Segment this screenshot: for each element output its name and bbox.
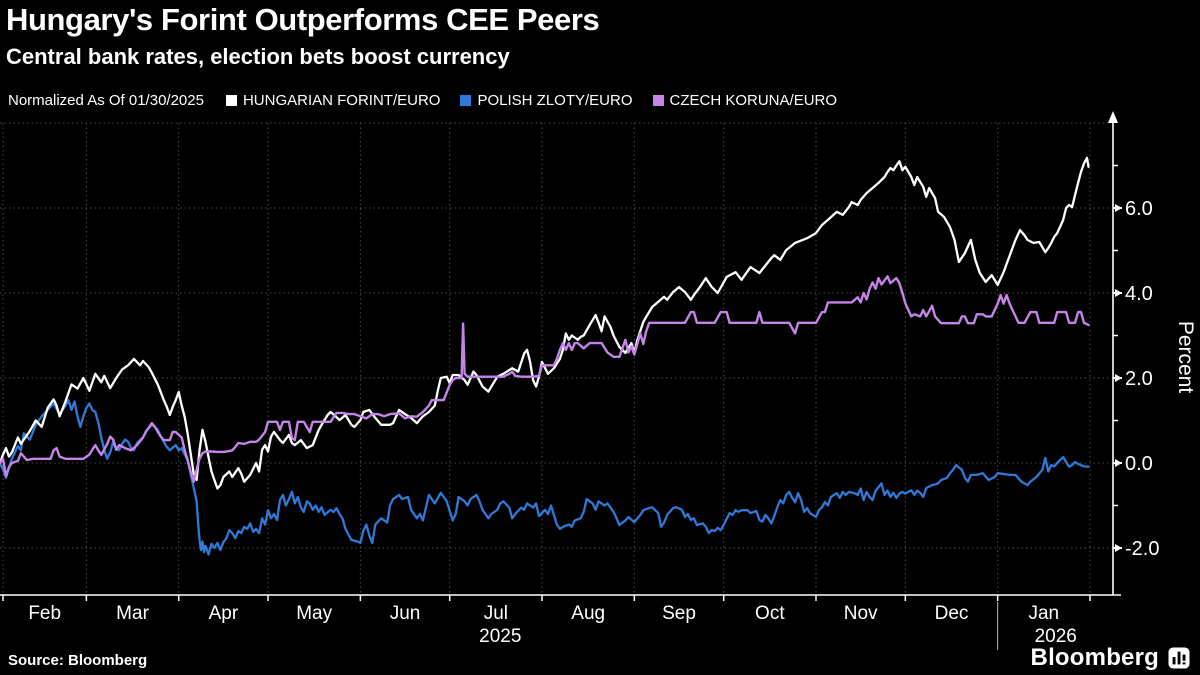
svg-text:2.0: 2.0	[1125, 368, 1153, 390]
svg-text:Jun: Jun	[390, 603, 421, 624]
legend-chip-pln-icon	[460, 95, 472, 106]
bloomberg-logo-icon	[1168, 647, 1190, 669]
svg-text:Oct: Oct	[755, 603, 785, 624]
svg-text:Nov: Nov	[844, 603, 878, 624]
legend-item-huf: HUNGARIAN FORINT/EURO	[225, 92, 441, 109]
svg-text:Jul: Jul	[484, 603, 508, 624]
svg-text:Dec: Dec	[935, 603, 969, 624]
svg-text:Mar: Mar	[116, 603, 149, 624]
svg-text:4.0: 4.0	[1125, 283, 1153, 305]
legend-label-czk: CZECH KORUNA/EURO	[669, 92, 838, 109]
source-attribution: Source: Bloomberg	[8, 652, 148, 669]
svg-text:May: May	[296, 603, 332, 624]
legend-item-czk: CZECH KORUNA/EURO	[652, 92, 838, 109]
chart-legend: Normalized As Of 01/30/2025 HUNGARIAN FO…	[8, 92, 857, 109]
legend-chip-czk-icon	[652, 95, 664, 106]
svg-text:Jan: Jan	[1028, 603, 1059, 624]
legend-label-huf: HUNGARIAN FORINT/EURO	[242, 92, 441, 109]
bloomberg-logo: Bloomberg	[1031, 644, 1190, 672]
svg-text:-2.0: -2.0	[1125, 538, 1159, 560]
page-title: Hungary's Forint Outperforms CEE Peers	[6, 2, 600, 37]
svg-text:Apr: Apr	[209, 603, 239, 624]
svg-text:Sep: Sep	[662, 603, 696, 624]
legend-chip-huf-icon	[225, 95, 237, 106]
svg-text:2025: 2025	[479, 626, 521, 647]
svg-text:0.0: 0.0	[1125, 453, 1153, 475]
bloomberg-logo-text: Bloomberg	[1030, 644, 1159, 671]
legend-note: Normalized As Of 01/30/2025	[8, 92, 204, 109]
page-subtitle: Central bank rates, election bets boost …	[6, 44, 510, 69]
legend-label-pln: POLISH ZLOTY/EURO	[477, 92, 633, 109]
legend-item-pln: POLISH ZLOTY/EURO	[460, 92, 633, 109]
svg-text:6.0: 6.0	[1125, 198, 1153, 220]
svg-text:Percent: Percent	[1174, 321, 1197, 394]
svg-text:Feb: Feb	[28, 603, 61, 624]
svg-text:Aug: Aug	[571, 603, 605, 624]
